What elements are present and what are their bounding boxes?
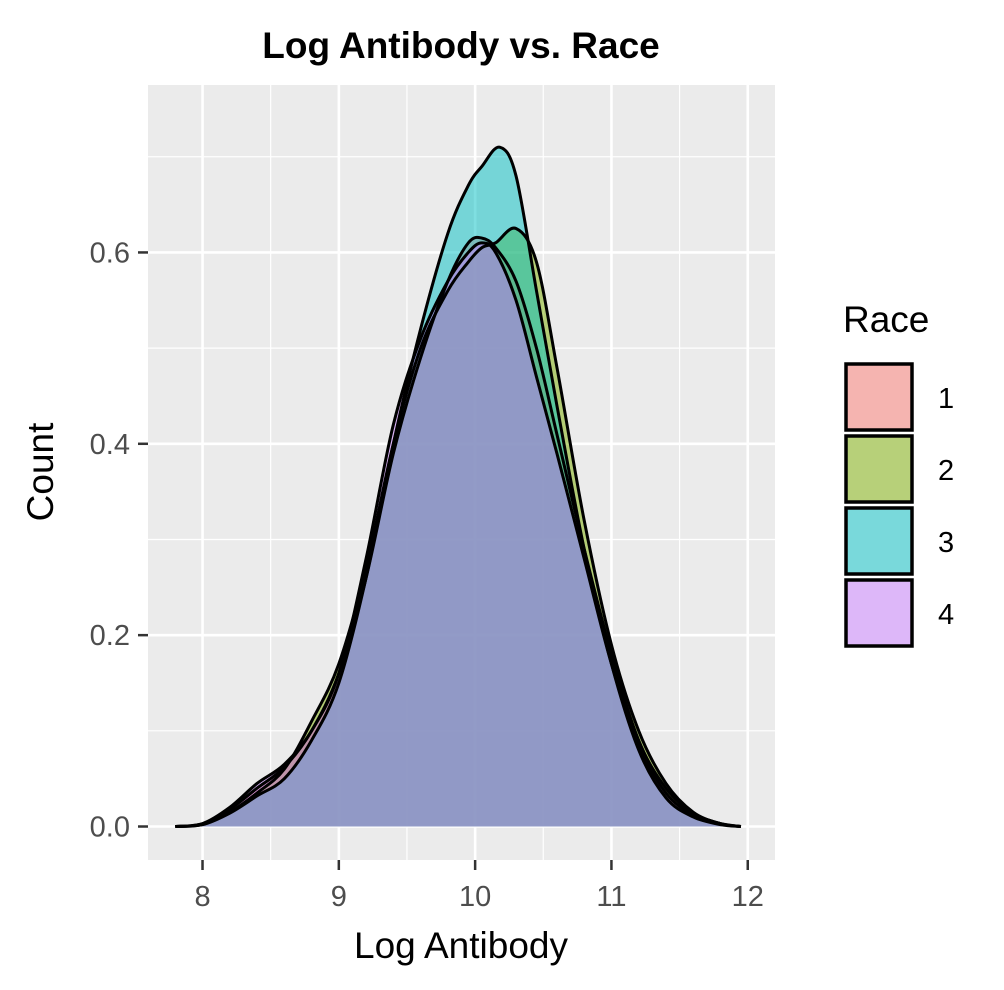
density-curve-race-3 (175, 145, 742, 829)
legend-swatch (844, 434, 914, 504)
legend-item-4: 4 (844, 578, 954, 648)
x-tick-label: 8 (194, 881, 210, 913)
legend-swatch (844, 362, 914, 432)
x-axis: 8 9 10 11 12 (194, 860, 764, 913)
legend-item-1: 1 (844, 362, 954, 432)
y-tick-label: 0.6 (90, 237, 130, 269)
legend: Race 1 2 3 4 (843, 299, 954, 648)
density-curve-race-4 (175, 241, 742, 829)
y-axis: 0.0 0.2 0.4 0.6 (90, 237, 148, 844)
legend-title: Race (843, 299, 929, 340)
y-tick-label: 0.0 (90, 812, 130, 844)
x-tick-label: 12 (732, 881, 764, 913)
y-tick-label: 0.2 (90, 620, 130, 652)
legend-label: 4 (938, 599, 954, 631)
x-tick-label: 9 (331, 881, 347, 913)
legend-label: 3 (938, 527, 954, 559)
x-tick-label: 10 (459, 881, 491, 913)
legend-swatch (844, 578, 914, 648)
density-areas (175, 145, 742, 829)
legend-label: 2 (938, 455, 954, 487)
density-curve-race-2 (175, 226, 742, 829)
density-area-race-4 (175, 242, 741, 827)
y-axis-title: Count (20, 422, 61, 521)
y-tick-label: 0.4 (90, 429, 130, 461)
legend-swatch (844, 506, 914, 576)
chart-title: Log Antibody vs. Race (262, 25, 659, 66)
legend-item-3: 3 (844, 506, 954, 576)
x-tick-label: 11 (596, 881, 626, 913)
legend-item-2: 2 (844, 434, 954, 504)
x-axis-title: Log Antibody (354, 925, 568, 966)
legend-label: 1 (938, 383, 954, 415)
